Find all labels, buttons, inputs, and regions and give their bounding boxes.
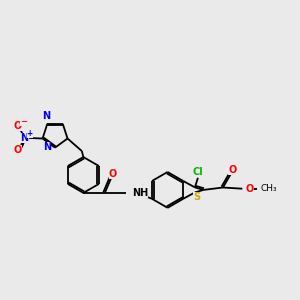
Text: N: N [43, 142, 51, 152]
Text: O: O [14, 121, 22, 131]
Text: NH: NH [132, 188, 148, 198]
Text: O: O [109, 169, 117, 179]
Text: N: N [21, 133, 29, 143]
Text: Cl: Cl [193, 167, 203, 177]
Text: O: O [245, 184, 253, 194]
Text: S: S [193, 192, 200, 202]
Text: +: + [27, 129, 33, 138]
Text: O: O [228, 165, 237, 175]
Text: CH₃: CH₃ [260, 184, 277, 193]
Text: O: O [14, 146, 22, 155]
Text: −: − [20, 117, 27, 126]
Text: N: N [42, 112, 50, 122]
